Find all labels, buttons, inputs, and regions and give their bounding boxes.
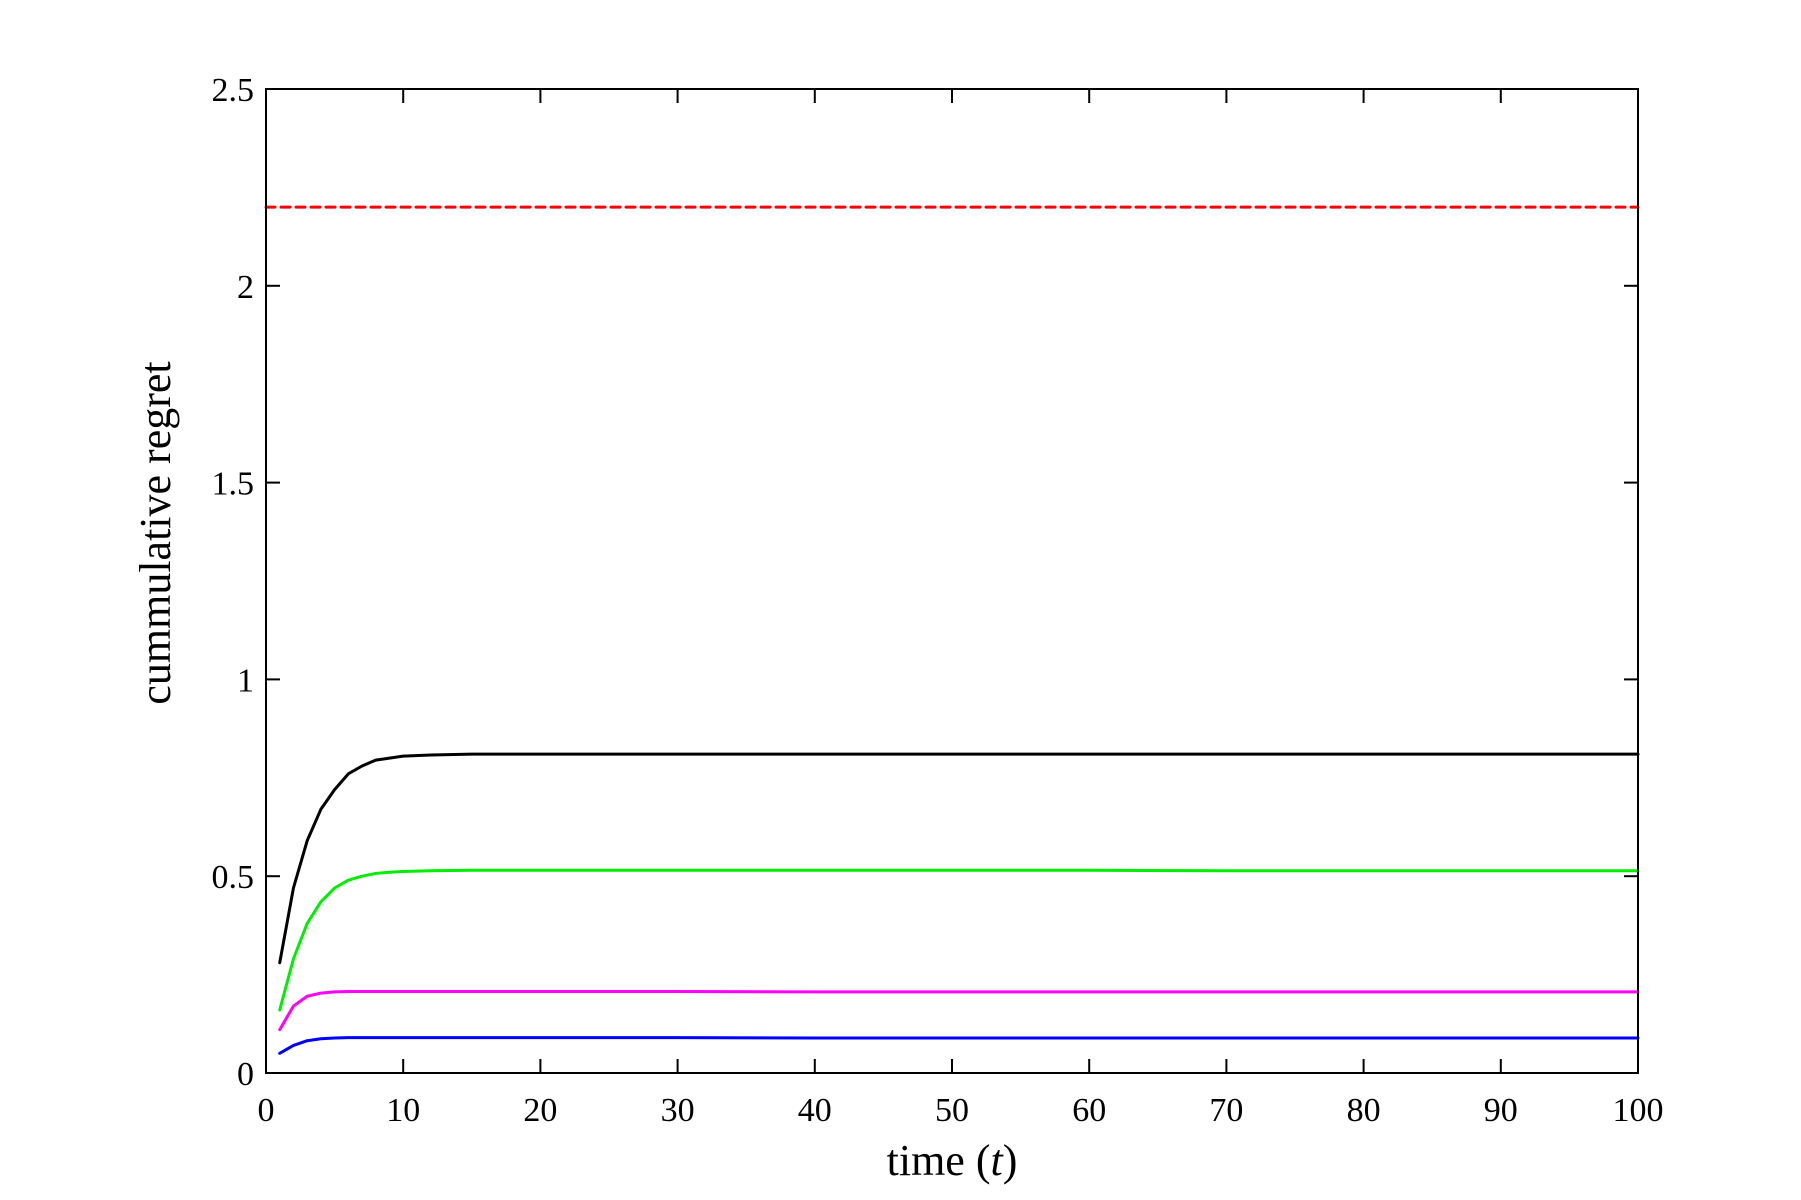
tick-label-layer: 0 10 20 30 40 50 60 70 80 90 100 0 0.5 1 1.5 2 2.5: [212, 72, 1664, 1129]
y-tick-label-0: 0: [237, 1056, 254, 1093]
y-tick-label-4: 2: [237, 269, 254, 306]
series-line-3: [278, 990, 1640, 1032]
y-tick-label-2: 1: [237, 662, 254, 699]
x-tick-label-2: 20: [523, 1092, 557, 1129]
x-axis-label-text: time (: [887, 1136, 991, 1185]
x-tick-label-0: 0: [258, 1092, 275, 1129]
x-axis-label-variable: t: [990, 1136, 1004, 1185]
x-tick-label-6: 60: [1072, 1092, 1106, 1129]
plot-frame: [265, 88, 1639, 1074]
series-layer: [264, 205, 1640, 1055]
x-tick-label-3: 30: [661, 1092, 695, 1129]
x-tick-label-10: 100: [1613, 1092, 1664, 1129]
x-tick-label-9: 90: [1484, 1092, 1518, 1129]
x-axis-label-close: ): [1003, 1136, 1018, 1185]
x-tick-label-7: 70: [1209, 1092, 1243, 1129]
y-tick-label-1: 0.5: [212, 859, 255, 896]
y-tick-label-3: 1.5: [212, 466, 255, 503]
x-tick-label-5: 50: [935, 1092, 969, 1129]
series-line-4: [278, 1036, 1640, 1055]
x-tick-label-8: 80: [1347, 1092, 1381, 1129]
series-line-1: [278, 752, 1640, 965]
y-axis-label: cummulative regret: [131, 361, 180, 704]
y-tick-label-5: 2.5: [212, 72, 255, 109]
x-axis-label: time (t): [887, 1136, 1018, 1185]
series-line-2: [278, 868, 1640, 1012]
x-tick-label-4: 40: [798, 1092, 832, 1129]
x-tick-label-1: 10: [386, 1092, 420, 1129]
